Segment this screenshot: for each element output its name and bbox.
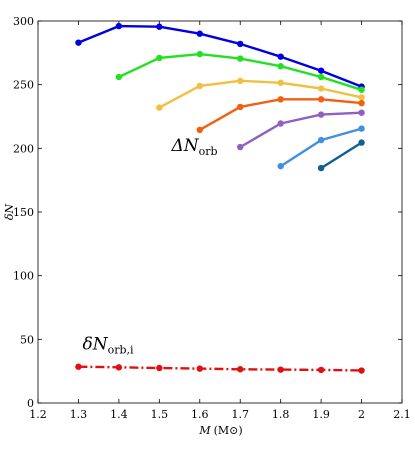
data-point xyxy=(237,77,244,85)
x-tick-label: 1.4 xyxy=(110,408,128,421)
data-point xyxy=(115,364,123,371)
data-point xyxy=(358,94,365,101)
data-point xyxy=(237,103,244,111)
series-line xyxy=(78,365,362,372)
x-tick-label: 1.9 xyxy=(312,408,330,421)
data-point xyxy=(237,55,244,62)
data-point xyxy=(237,366,244,373)
y-tick-label: 200 xyxy=(13,142,34,155)
data-point xyxy=(358,367,365,374)
annotation-main: ΔN xyxy=(170,136,199,156)
y-tick-label: 0 xyxy=(27,397,34,410)
data-point xyxy=(277,162,284,170)
data-point xyxy=(358,125,365,132)
data-point xyxy=(277,79,284,86)
data-point xyxy=(317,136,325,144)
data-point xyxy=(196,365,203,372)
annotation-2: δNorb,i xyxy=(82,335,134,357)
annotation-1: ΔNorb xyxy=(170,136,217,158)
series-layer xyxy=(75,22,365,374)
series-4 xyxy=(196,96,365,134)
data-point xyxy=(358,99,365,107)
data-point xyxy=(115,22,123,30)
data-point xyxy=(237,143,244,151)
annotations: ΔNorb δNorb,i xyxy=(82,136,217,357)
series-8 xyxy=(75,363,365,374)
series-line xyxy=(158,79,362,109)
y-tick-label: 300 xyxy=(13,15,34,28)
annotation-subscript: orb xyxy=(199,145,218,158)
data-point xyxy=(317,366,325,374)
data-point xyxy=(317,111,325,118)
x-tick-label: 1.3 xyxy=(70,408,88,421)
series-line xyxy=(320,141,363,170)
series-line xyxy=(239,111,362,149)
y-tick-label: 150 xyxy=(13,206,34,219)
data-point xyxy=(156,364,163,372)
data-point xyxy=(156,104,163,111)
x-tick-label: 1.7 xyxy=(231,408,249,421)
x-tick-label: 2 xyxy=(358,408,365,421)
data-point xyxy=(156,23,163,30)
x-axis-label-unit: (M⊙) xyxy=(214,424,243,437)
data-point xyxy=(75,39,82,46)
series-line xyxy=(77,24,363,88)
data-point xyxy=(115,73,123,81)
axis-ticks: 1.2 1.3 1.4 1.5 1.6 1.7 1.8 1.9 2 2.1 0 50 100 150 200… xyxy=(13,15,411,421)
x-tick-label: 2.1 xyxy=(393,408,411,421)
series-7 xyxy=(317,139,365,172)
data-point xyxy=(75,363,82,370)
annotation-subscript: orb,i xyxy=(108,344,134,357)
series-5 xyxy=(237,109,365,151)
data-point xyxy=(277,366,284,373)
data-point xyxy=(277,63,284,70)
x-tick-label: 1.5 xyxy=(151,408,169,421)
data-point xyxy=(317,85,325,92)
data-point xyxy=(156,54,163,62)
y-tick-label: 250 xyxy=(13,79,34,92)
x-tick-label: 1.6 xyxy=(191,408,209,421)
data-point xyxy=(237,40,244,48)
data-point xyxy=(317,67,325,74)
data-point xyxy=(196,82,203,90)
data-point xyxy=(277,53,284,60)
x-tick-label: 1.2 xyxy=(29,408,47,421)
series-6 xyxy=(277,125,365,170)
data-point xyxy=(317,96,325,103)
data-point xyxy=(358,109,365,116)
data-point xyxy=(277,120,284,127)
x-axis-label-var: M xyxy=(198,424,211,437)
series-1 xyxy=(75,22,365,90)
data-point xyxy=(277,96,284,103)
data-point xyxy=(317,73,325,81)
data-point xyxy=(317,164,325,172)
data-point xyxy=(196,126,203,134)
data-point xyxy=(196,30,203,37)
x-axis-label: M (M⊙) xyxy=(198,424,242,437)
annotation-main: δN xyxy=(82,335,108,355)
y-tick-label: 50 xyxy=(20,333,34,346)
series-3 xyxy=(156,77,365,111)
x-tick-label: 1.8 xyxy=(272,408,290,421)
data-point xyxy=(196,50,203,58)
y-axis-label: δN xyxy=(3,204,16,221)
y-tick-label: 100 xyxy=(13,270,34,283)
data-point xyxy=(358,86,365,93)
series-2 xyxy=(115,50,365,93)
data-point xyxy=(358,139,365,146)
